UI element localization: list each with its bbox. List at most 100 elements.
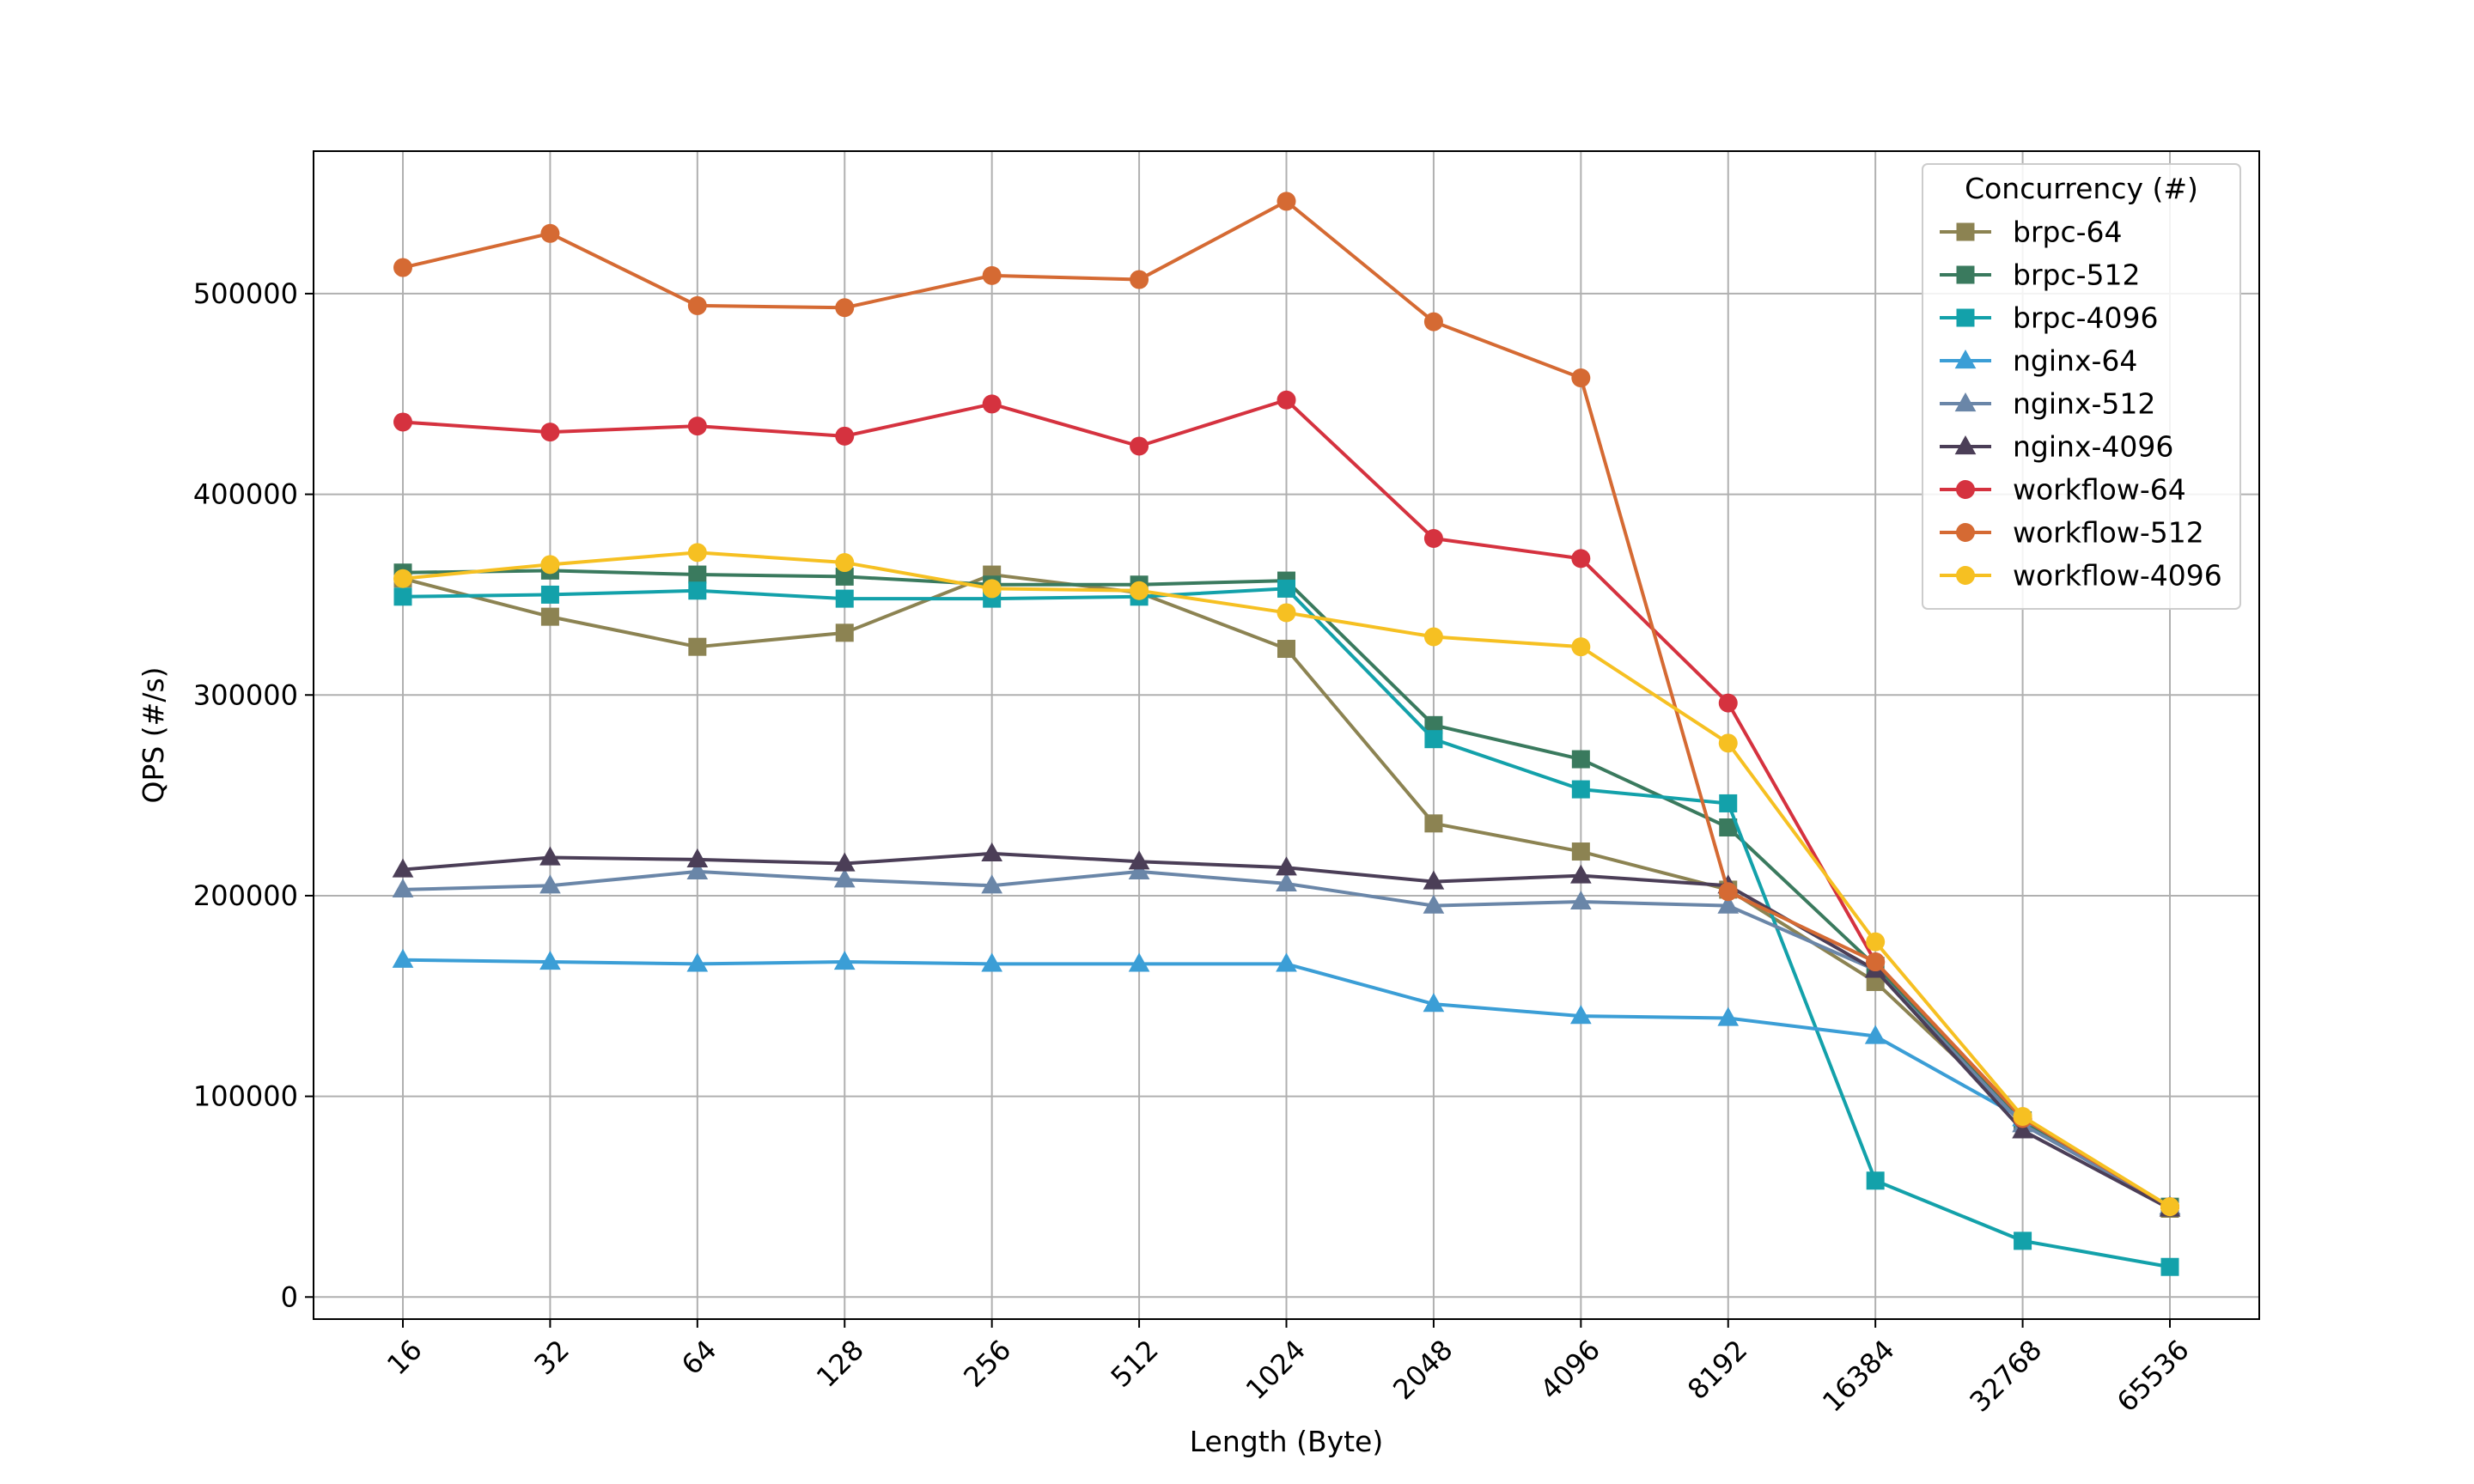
data-point xyxy=(835,553,855,573)
x-tick-label: 2048 xyxy=(1386,1334,1459,1406)
data-point xyxy=(539,846,561,866)
data-point xyxy=(981,874,1003,894)
data-point xyxy=(982,265,1002,285)
legend-marker xyxy=(1956,523,1975,542)
data-point xyxy=(540,423,560,442)
x-tick-label: 64 xyxy=(675,1334,723,1382)
data-point xyxy=(1423,870,1445,890)
data-point xyxy=(1571,637,1591,657)
data-point xyxy=(1128,860,1150,880)
x-tick-label: 16384 xyxy=(1816,1334,1901,1419)
legend-label: brpc-4096 xyxy=(2013,301,2159,335)
data-point xyxy=(835,567,854,586)
y-tick-label: 100000 xyxy=(193,1080,298,1113)
data-point xyxy=(1277,390,1296,410)
legend-label: brpc-64 xyxy=(2013,216,2123,249)
data-point xyxy=(2013,1106,2032,1126)
legend-item-workflow-64: workflow-64 xyxy=(1940,473,2186,507)
data-point xyxy=(2160,1257,2179,1276)
data-point xyxy=(1130,270,1149,289)
data-point xyxy=(2012,1119,2033,1139)
legend-marker xyxy=(1956,265,1975,284)
legend-label: brpc-512 xyxy=(2013,258,2141,292)
data-point xyxy=(1276,872,1297,892)
data-point xyxy=(1866,932,1886,952)
legend-label: nginx-512 xyxy=(2013,387,2155,421)
legend-item-workflow-512: workflow-512 xyxy=(1940,516,2204,550)
legend-box xyxy=(1922,163,2241,610)
data-point xyxy=(686,860,709,880)
data-point xyxy=(1276,952,1297,972)
legend-label: workflow-64 xyxy=(2013,473,2186,507)
data-point xyxy=(688,637,707,656)
legend-label: nginx-4096 xyxy=(2013,430,2173,464)
x-tick-label: 128 xyxy=(810,1334,870,1394)
data-point xyxy=(1866,1171,1885,1190)
legend-label: workflow-512 xyxy=(2013,516,2204,550)
x-tick-label: 32 xyxy=(527,1334,576,1382)
legend-marker xyxy=(1954,435,1977,455)
x-axis: 16 32 64 128 256 512 1024 2048 4096 8192 16384 3276… xyxy=(381,1319,2196,1419)
legend-item-brpc-512: brpc-512 xyxy=(1940,258,2141,292)
legend-marker xyxy=(1954,350,1977,369)
x-axis-label: Length (Byte) xyxy=(1190,1425,1383,1458)
x-tick-label: 4096 xyxy=(1534,1334,1606,1406)
legend-marker xyxy=(1956,480,1975,499)
data-point xyxy=(833,868,856,888)
data-point xyxy=(982,579,1002,599)
data-point xyxy=(1569,890,1592,910)
x-tick-label: 512 xyxy=(1105,1334,1165,1394)
legend-item-nginx-64: nginx-64 xyxy=(1940,344,2137,378)
data-point xyxy=(1424,730,1443,749)
data-point xyxy=(981,842,1003,861)
data-point xyxy=(1717,894,1740,914)
data-point xyxy=(1277,579,1295,598)
data-point xyxy=(1128,952,1150,972)
data-point xyxy=(835,298,855,318)
data-point xyxy=(1277,192,1296,211)
data-point xyxy=(392,858,414,878)
data-point xyxy=(1277,603,1296,623)
data-point xyxy=(1571,750,1590,769)
legend-marker xyxy=(1954,392,1977,412)
data-point xyxy=(1718,733,1738,753)
legend-item-workflow-4096: workflow-4096 xyxy=(1940,559,2222,593)
data-point xyxy=(687,543,707,563)
x-tick-label: 1024 xyxy=(1240,1334,1312,1406)
data-point xyxy=(393,587,412,606)
data-point xyxy=(540,223,560,243)
y-tick-label: 0 xyxy=(281,1280,298,1313)
data-point xyxy=(1866,952,1886,972)
data-point xyxy=(1424,715,1443,734)
data-point xyxy=(1128,850,1150,870)
data-point xyxy=(1864,1025,1886,1044)
series-workflow-4096 xyxy=(393,543,2179,1217)
legend-item-nginx-4096: nginx-4096 xyxy=(1940,430,2173,464)
legend-marker xyxy=(1956,222,1975,241)
data-point xyxy=(686,848,709,867)
x-tick-label: 32768 xyxy=(1963,1334,2048,1419)
legend-title: Concurrency (#) xyxy=(1965,172,2198,205)
data-point xyxy=(540,607,559,626)
x-tick-label: 16 xyxy=(381,1334,429,1382)
y-tick-label: 500000 xyxy=(193,277,298,310)
data-point xyxy=(833,852,856,872)
data-point xyxy=(393,569,412,588)
data-point xyxy=(835,623,854,642)
x-tick-label: 65536 xyxy=(2111,1334,2196,1419)
legend-item-nginx-512: nginx-512 xyxy=(1940,387,2155,421)
legend: Concurrency (#) brpc-64 brpc-512 brpc-4096… xyxy=(1922,163,2241,610)
data-point xyxy=(1569,864,1592,884)
data-point xyxy=(393,412,412,432)
data-point xyxy=(1717,1007,1740,1026)
data-point xyxy=(1130,581,1149,600)
data-point xyxy=(1571,368,1591,388)
y-tick-label: 300000 xyxy=(193,678,298,711)
data-point xyxy=(1276,856,1297,876)
data-point xyxy=(1571,842,1590,861)
data-point xyxy=(981,952,1003,972)
legend-label: nginx-64 xyxy=(2013,344,2137,378)
legend-item-brpc-4096: brpc-4096 xyxy=(1940,301,2159,335)
legend-label: workflow-4096 xyxy=(2013,559,2222,593)
